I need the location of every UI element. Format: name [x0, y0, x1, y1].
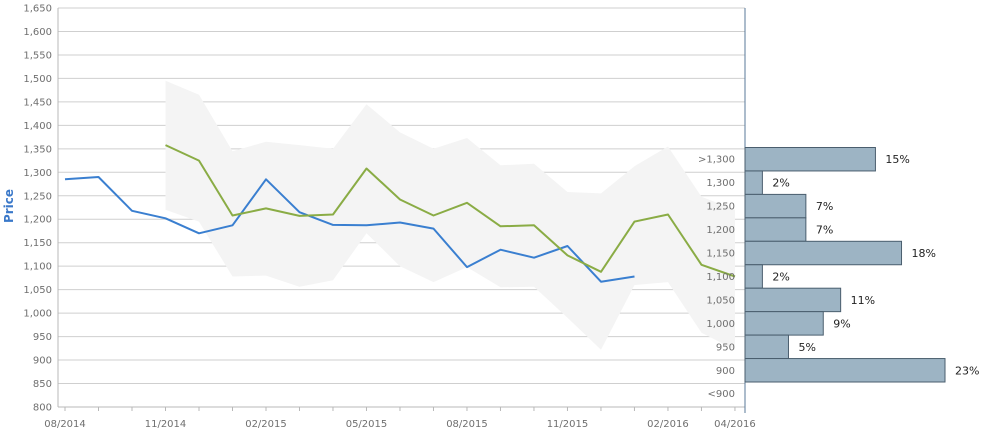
distribution-percent-label: 18% [912, 247, 936, 260]
distribution-percent-label: 2% [772, 270, 789, 283]
distribution-percent-label: 2% [772, 177, 789, 190]
y-tick-label: 1,550 [23, 50, 52, 61]
y-tick-label: 1,000 [23, 309, 52, 320]
distribution-bin-label: <900 [708, 389, 735, 400]
x-tick-label: 11/2015 [547, 419, 589, 430]
y-tick-label: 1,150 [23, 238, 52, 249]
y-tick-label: 1,100 [23, 262, 52, 273]
distribution-bar [745, 194, 806, 217]
distribution-percent-label: 7% [816, 224, 833, 237]
y-tick-label: 1,400 [23, 121, 52, 132]
distribution-bar [745, 312, 823, 335]
distribution-percent-label: 7% [816, 200, 833, 213]
confidence-band [166, 81, 736, 350]
distribution-percent-label: 11% [851, 294, 875, 307]
distribution-histogram: >1,300 15% 1,300 2% 1,250 7% 1,200 7% 1,150 18% 1,… [698, 148, 979, 401]
distribution-bin-label: 1,100 [706, 272, 735, 283]
distribution-bar [745, 335, 788, 358]
y-tick-labels: 800 850 900 950 1,000 1,050 1,100 1,150 1,200 1,2… [23, 4, 52, 414]
y-tick-label: 1,200 [23, 215, 52, 226]
y-tick-label: 1,250 [23, 191, 52, 202]
distribution-bin-label: 1,000 [706, 319, 735, 330]
distribution-bin-label: 900 [716, 366, 735, 377]
y-tick-label: 1,450 [23, 97, 52, 108]
x-tick-label: 05/2015 [346, 419, 388, 430]
distribution-bin-label: 1,200 [706, 225, 735, 236]
distribution-bar [745, 171, 762, 194]
x-tick-label: 11/2014 [145, 419, 187, 430]
distribution-bin-label: 1,250 [706, 202, 735, 213]
distribution-bar [745, 148, 875, 171]
distribution-bin-label: >1,300 [698, 155, 735, 166]
distribution-percent-label: 9% [833, 317, 850, 330]
distribution-bin-label: 1,150 [706, 249, 735, 260]
y-tick-label: 1,500 [23, 74, 52, 85]
distribution-bin-label: 1,300 [706, 178, 735, 189]
x-tick-label: 02/2015 [245, 419, 287, 430]
x-tick-label: 08/2015 [446, 419, 488, 430]
y-tick-label: 900 [33, 356, 52, 367]
distribution-percent-label: 23% [955, 364, 979, 377]
y-tick-label: 800 [33, 403, 52, 414]
x-tick-label: 04/2016 [714, 419, 756, 430]
x-tick-label: 02/2016 [647, 419, 689, 430]
distribution-bar [745, 288, 841, 311]
y-tick-label: 1,350 [23, 144, 52, 155]
y-axis-label: Price [2, 189, 16, 223]
y-tick-label: 1,650 [23, 4, 52, 15]
y-tick-label: 1,600 [23, 27, 52, 38]
distribution-bar [745, 265, 762, 288]
distribution-percent-label: 5% [798, 341, 815, 354]
distribution-percent-label: 15% [885, 153, 909, 166]
distribution-bar [745, 359, 945, 382]
x-tick-label: 08/2014 [44, 419, 86, 430]
distribution-bar [745, 241, 902, 264]
y-tick-label: 950 [33, 332, 52, 343]
forecast-band [166, 81, 736, 350]
y-tick-label: 1,300 [23, 168, 52, 179]
distribution-bin-label: 1,050 [706, 295, 735, 306]
distribution-bin-label: 950 [716, 342, 735, 353]
x-tick-labels: 08/2014 11/2014 02/2015 05/2015 08/2015 11/20… [44, 419, 755, 430]
distribution-bar [745, 218, 806, 241]
y-tick-label: 850 [33, 379, 52, 390]
y-tick-label: 1,050 [23, 285, 52, 296]
